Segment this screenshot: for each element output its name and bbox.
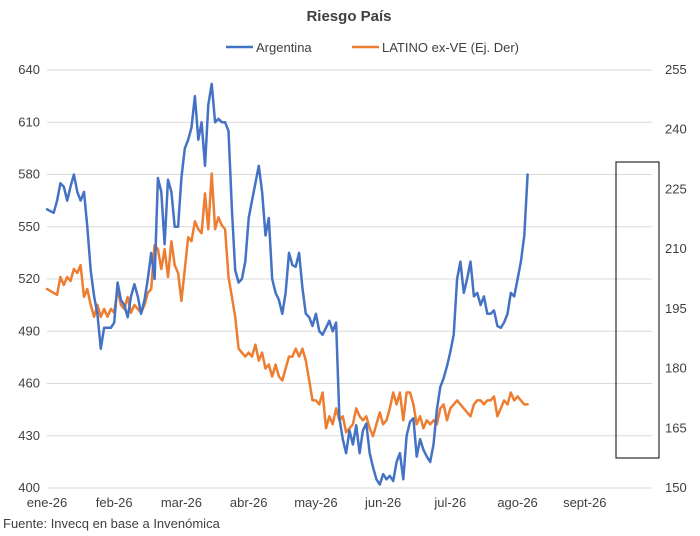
highlight-box — [615, 161, 660, 459]
y-left-tick-label: 610 — [18, 114, 40, 129]
y-right-tick-label: 165 — [665, 420, 687, 435]
x-tick-label: ago-26 — [497, 495, 537, 510]
x-tick-label: mar-26 — [161, 495, 202, 510]
x-tick-label: abr-26 — [230, 495, 268, 510]
y-left-tick-label: 400 — [18, 480, 40, 495]
y-left-tick-label: 460 — [18, 376, 40, 391]
y-right-tick-label: 210 — [665, 241, 687, 256]
y-right-tick-label: 150 — [665, 480, 687, 495]
x-tick-label: jul-26 — [433, 495, 466, 510]
left-axis: 400 430 460 490 520 550 580 610 640 — [18, 62, 40, 495]
y-right-tick-label: 225 — [665, 181, 687, 196]
series-line-latino-ex-ve-ej-der — [45, 172, 529, 438]
gridlines — [47, 69, 652, 489]
legend-label: Argentina — [256, 40, 312, 55]
y-right-tick-label: 195 — [665, 301, 687, 316]
y-right-tick-label: 180 — [665, 361, 687, 376]
y-left-tick-label: 490 — [18, 323, 40, 338]
y-left-tick-label: 520 — [18, 271, 40, 286]
y-left-tick-label: 640 — [18, 62, 40, 77]
right-axis: 150 165 180 195 210 225 240 255 — [665, 62, 687, 495]
y-left-tick-label: 550 — [18, 219, 40, 234]
y-left-tick-label: 430 — [18, 428, 40, 443]
series-line-argentina — [45, 82, 529, 486]
x-tick-label: may-26 — [294, 495, 337, 510]
x-tick-label: jun-26 — [364, 495, 401, 510]
x-tick-label: ene-26 — [27, 495, 67, 510]
y-left-tick-label: 580 — [18, 167, 40, 182]
series-lines — [45, 82, 529, 486]
x-axis: ene-26 feb-26 mar-26 abr-26 may-26 jun-26 jul-… — [27, 495, 607, 510]
x-tick-label: sept-26 — [563, 495, 606, 510]
source-note: Fuente: Invecq en base a Invenómica — [3, 516, 220, 531]
legend-label: LATINO ex-VE (Ej. Der) — [382, 40, 519, 55]
y-right-tick-label: 240 — [665, 122, 687, 137]
y-right-tick-label: 255 — [665, 62, 687, 77]
legend: Argentina LATINO ex-VE (Ej. Der) — [226, 40, 519, 55]
x-tick-label: feb-26 — [96, 495, 133, 510]
chart-title: Riesgo País — [306, 8, 391, 25]
